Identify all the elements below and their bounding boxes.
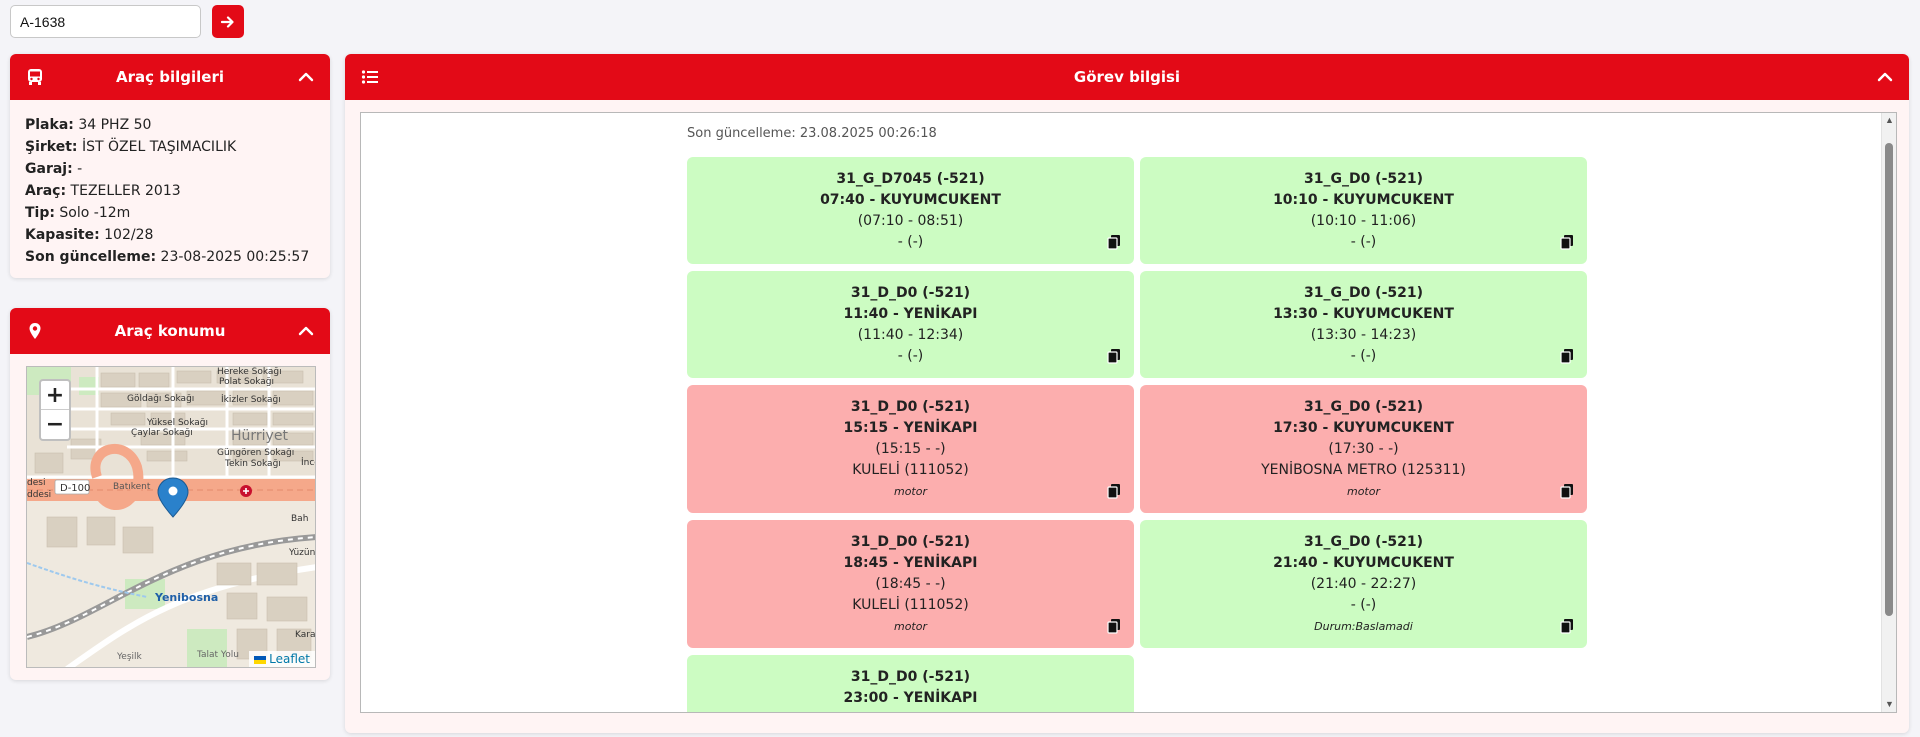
task-info-title: Görev bilgisi xyxy=(1073,68,1181,86)
task-item[interactable]: 31_G_D0 (-521) 21:40 - KUYUMCUKENT (21:4… xyxy=(1140,520,1587,648)
vehicle-info-row: Garaj: - xyxy=(25,161,83,177)
copy-icon[interactable] xyxy=(1560,618,1574,634)
zoom-in-button[interactable]: + xyxy=(41,381,69,410)
scroll-up-icon[interactable]: ▲ xyxy=(1885,115,1894,125)
scrollbar-thumb[interactable] xyxy=(1885,143,1893,616)
vehicle-location-header[interactable]: Araç konumu xyxy=(10,308,330,354)
svg-text:Yüzüncü: Yüzüncü xyxy=(288,548,316,558)
map-zoom-control: + − xyxy=(39,379,71,441)
task-list-scrollbar[interactable]: ▲ ▼ xyxy=(1881,113,1896,712)
task-item[interactable]: 31_G_D0 (-521) 17:30 - KUYUMCUKENT (17:3… xyxy=(1140,385,1587,513)
map-pin-icon xyxy=(29,323,41,339)
task-item[interactable]: 31_G_D0 (-521) 10:10 - KUYUMCUKENT (10:1… xyxy=(1140,157,1587,264)
svg-text:Karan: Karan xyxy=(295,630,316,640)
chevron-up-icon[interactable] xyxy=(298,70,314,84)
last-updated-text: Son güncelleme: 23.08.2025 00:26:18 xyxy=(687,126,937,141)
task-item[interactable]: 31_G_D0 (-521) 13:30 - KUYUMCUKENT (13:3… xyxy=(1140,271,1587,378)
svg-text:Tekin Sokağı: Tekin Sokağı xyxy=(224,459,281,469)
vehicle-info-row: Tip: Solo -12m xyxy=(25,205,131,221)
svg-text:İkizler Sokağı: İkizler Sokağı xyxy=(221,394,281,405)
copy-icon[interactable] xyxy=(1107,618,1121,634)
map-attribution[interactable]: Leaflet xyxy=(249,651,315,667)
svg-text:İnce: İnce xyxy=(301,457,316,468)
task-item[interactable]: 31_D_D0 (-521) 23:00 - YENİKAPI xyxy=(687,655,1134,712)
vehicle-info-card: Araç bilgileri Plaka: 34 PHZ 50 Şirket: … xyxy=(10,54,330,278)
svg-text:ddesi: ddesi xyxy=(27,490,51,500)
task-info-header[interactable]: Görev bilgisi xyxy=(345,54,1909,100)
copy-icon[interactable] xyxy=(1107,348,1121,364)
svg-text:Yüksel Sokağı: Yüksel Sokağı xyxy=(146,418,208,428)
vehicle-info-row: Kapasite: 102/28 xyxy=(25,227,154,243)
vehicle-info-row: Araç: TEZELLER 2013 xyxy=(25,183,181,199)
svg-text:Hereke Sokağı: Hereke Sokağı xyxy=(217,367,282,377)
location-map[interactable]: Hereke Sokağı Polat Sokağı Göldağı Sokağ… xyxy=(26,366,316,668)
svg-text:Batıkent: Batıkent xyxy=(113,482,151,492)
task-item[interactable]: 31_D_D0 (-521) 15:15 - YENİKAPI (15:15 -… xyxy=(687,385,1134,513)
svg-text:D-100: D-100 xyxy=(60,483,90,494)
vehicle-info-title: Araç bilgileri xyxy=(116,68,224,86)
svg-text:Polat Sokağı: Polat Sokağı xyxy=(219,377,274,387)
copy-icon[interactable] xyxy=(1107,483,1121,499)
task-item[interactable]: 31_D_D0 (-521) 11:40 - YENİKAPI (11:40 -… xyxy=(687,271,1134,378)
copy-icon[interactable] xyxy=(1560,234,1574,250)
list-icon xyxy=(361,70,378,84)
vehicle-info-row: Plaka: 34 PHZ 50 xyxy=(25,117,152,133)
vehicle-info-list: Plaka: 34 PHZ 50 Şirket: İST ÖZEL TAŞIMA… xyxy=(10,100,330,278)
task-info-card: Görev bilgisi Son güncelleme: 23.08.2025… xyxy=(345,54,1909,733)
svg-text:Göldağı Sokağı: Göldağı Sokağı xyxy=(127,394,194,404)
svg-text:Güngören Sokağı: Güngören Sokağı xyxy=(217,448,294,458)
chevron-up-icon[interactable] xyxy=(298,324,314,338)
ukraine-flag-icon xyxy=(254,655,267,664)
svg-text:Bah: Bah xyxy=(291,514,308,524)
arrow-right-icon xyxy=(221,15,234,28)
vehicle-location-title: Araç konumu xyxy=(114,322,226,340)
vehicle-location-card: Araç konumu xyxy=(10,308,330,680)
search-go-button[interactable] xyxy=(212,5,244,38)
svg-text:desi: desi xyxy=(27,478,45,488)
task-item[interactable]: 31_D_D0 (-521) 18:45 - YENİKAPI (18:45 -… xyxy=(687,520,1134,648)
bus-icon xyxy=(28,69,42,85)
scroll-down-icon[interactable]: ▼ xyxy=(1885,699,1894,709)
svg-text:Yenibosna: Yenibosna xyxy=(154,591,218,604)
copy-icon[interactable] xyxy=(1107,234,1121,250)
vehicle-search-input[interactable] xyxy=(10,5,201,38)
map-tiles[interactable]: Hereke Sokağı Polat Sokağı Göldağı Sokağ… xyxy=(27,367,316,668)
vehicle-info-row: Şirket: İST ÖZEL TAŞIMACILIK xyxy=(25,139,237,155)
task-list-frame[interactable]: Son güncelleme: 23.08.2025 00:26:18 31_G… xyxy=(360,112,1897,713)
zoom-out-button[interactable]: − xyxy=(45,412,65,437)
task-item[interactable]: 31_G_D7045 (-521) 07:40 - KUYUMCUKENT (0… xyxy=(687,157,1134,264)
copy-icon[interactable] xyxy=(1560,483,1574,499)
map-marker-icon[interactable] xyxy=(157,477,189,518)
chevron-up-icon[interactable] xyxy=(1877,70,1893,84)
vehicle-info-row: Son güncelleme: 23-08-2025 00:25:57 xyxy=(25,249,310,265)
copy-icon[interactable] xyxy=(1560,348,1574,364)
svg-text:Talat Yolu: Talat Yolu xyxy=(196,650,239,660)
svg-text:Hürriyet: Hürriyet xyxy=(231,428,288,444)
vehicle-info-header[interactable]: Araç bilgileri xyxy=(10,54,330,100)
svg-text:Yeşilk: Yeşilk xyxy=(116,652,143,662)
svg-text:Çaylar Sokağı: Çaylar Sokağı xyxy=(131,428,193,438)
